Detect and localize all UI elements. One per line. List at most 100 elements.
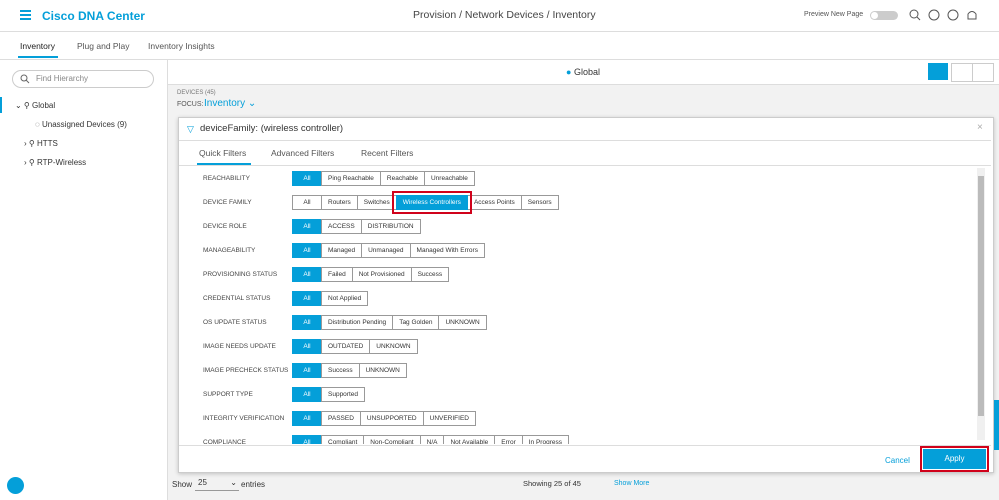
filter-label: MANAGEABILITY	[203, 246, 256, 254]
filter-option[interactable]: Ping Reachable	[321, 170, 381, 186]
menu-icon[interactable]	[20, 10, 32, 20]
side-tab[interactable]	[994, 400, 999, 450]
search-box[interactable]: Find Hierarchy	[12, 70, 154, 88]
filter-row: MANAGEABILITY All Managed Unmanaged Managed …	[203, 242, 485, 258]
filter-option[interactable]: All	[292, 290, 322, 306]
option-group: All ACCESS DISTRIBUTION	[292, 218, 421, 234]
filter-option[interactable]: Distribution Pending	[321, 314, 394, 330]
focus-value: Inventory	[204, 98, 246, 109]
filter-option[interactable]: Not Available	[443, 434, 496, 444]
filter-option[interactable]: DISTRIBUTION	[360, 218, 421, 234]
brand[interactable]: Cisco DNA Center	[42, 9, 145, 23]
filter-label: IMAGE NEEDS UPDATE	[203, 342, 276, 350]
option-group: All Supported	[292, 386, 365, 402]
tab[interactable]: Plug and Play	[77, 41, 130, 51]
filter-label: COMPLIANCE	[203, 438, 246, 445]
apply-button[interactable]: Apply	[920, 446, 989, 472]
filter-option[interactable]: All	[292, 410, 322, 426]
scrollbar[interactable]	[977, 168, 985, 440]
filter-option[interactable]: Success	[321, 362, 360, 378]
filter-row: REACHABILITY All Ping Reachable Reachable Un…	[203, 170, 475, 186]
filter-option[interactable]: All	[292, 314, 322, 330]
divider	[179, 445, 991, 446]
tab-bar	[0, 32, 999, 60]
tree-item[interactable]: › ⚲ RTP-Wireless	[24, 158, 87, 167]
filter-option[interactable]: Access Points	[466, 194, 522, 210]
filter-option[interactable]: UNSUPPORTED	[359, 410, 424, 426]
filter-option[interactable]: Managed With Errors	[409, 242, 485, 258]
filter-option[interactable]: UNVERIFIED	[422, 410, 476, 426]
filter-option[interactable]: UNKNOWN	[358, 362, 407, 378]
filter-option[interactable]: Compliant	[321, 434, 365, 444]
filter-option[interactable]: Unmanaged	[361, 242, 411, 258]
filter-option[interactable]: All	[292, 266, 322, 282]
filter-tab[interactable]: Quick Filters	[199, 148, 247, 158]
filter-option[interactable]: All	[292, 386, 322, 402]
filter-option[interactable]: UNKNOWN	[369, 338, 418, 354]
focus-select[interactable]: Inventory ⌄	[204, 98, 257, 109]
filter-option[interactable]: Reachable	[379, 170, 425, 186]
filter-label: DEVICE ROLE	[203, 222, 247, 230]
filter-option[interactable]: Not Provisioned	[351, 266, 412, 282]
filter-option[interactable]: UNKNOWN	[438, 314, 487, 330]
filter-option[interactable]: In Progress	[521, 434, 569, 444]
breadcrumb: Provision / Network Devices / Inventory	[413, 9, 596, 21]
tab[interactable]: Inventory Insights	[148, 41, 215, 51]
map-view[interactable]	[972, 63, 994, 82]
entries-label: entries	[241, 480, 266, 489]
filter-label: INTEGRITY VERIFICATION	[203, 414, 285, 422]
filter-option[interactable]: Routers	[321, 194, 358, 210]
tree-item[interactable]: › ⚲ HTTS	[24, 139, 58, 148]
filter-option[interactable]: All	[292, 242, 322, 258]
filter-row: PROVISIONING STATUS All Failed Not Provisio…	[203, 266, 450, 282]
cancel-button[interactable]: Cancel	[885, 456, 910, 465]
filter-option[interactable]: Not Applied	[321, 290, 369, 306]
filter-query[interactable]: deviceFamily: (wireless controller)	[200, 123, 344, 134]
tab-underline	[18, 56, 58, 58]
option-group: All Success UNKNOWN	[292, 362, 407, 378]
tree-item-label: HTTS	[36, 139, 58, 148]
filter-option[interactable]: Error	[494, 434, 523, 444]
filter-label: PROVISIONING STATUS	[203, 270, 278, 278]
filter-option[interactable]: All	[292, 338, 322, 354]
filter-label: CREDENTIAL STATUS	[203, 294, 271, 302]
help-button[interactable]	[7, 477, 24, 494]
list-view[interactable]	[928, 63, 948, 80]
search-placeholder: Find Hierarchy	[36, 74, 89, 83]
close-icon[interactable]: ×	[977, 122, 983, 133]
filter-label: SUPPORT TYPE	[203, 390, 253, 398]
header-icons	[909, 9, 977, 21]
topology-view[interactable]	[951, 63, 973, 82]
preview-toggle[interactable]	[870, 11, 898, 20]
filter-option[interactable]: Success	[410, 266, 450, 282]
filter-option[interactable]: Wireless Controllers	[391, 190, 472, 214]
tab[interactable]: Inventory	[20, 41, 55, 51]
filter-option[interactable]: All	[292, 170, 322, 186]
filter-option[interactable]: Tag Golden	[392, 314, 440, 330]
filter-option[interactable]: Failed	[321, 266, 353, 282]
filter-row: CREDENTIAL STATUS All Not Applied	[203, 290, 369, 306]
filter-option[interactable]: Managed	[321, 242, 363, 258]
option-group: All Ping Reachable Reachable Unreachable	[292, 170, 475, 186]
filter-option[interactable]: Switches	[356, 194, 397, 210]
filter-option[interactable]: N/A	[419, 434, 445, 444]
filter-option[interactable]: Non-Compliant	[363, 434, 421, 444]
filter-option[interactable]: All	[292, 362, 322, 378]
tree-item[interactable]: ◌ Unassigned Devices (9)	[35, 120, 127, 129]
filter-label: IMAGE PRECHECK STATUS	[203, 366, 289, 374]
filter-tab[interactable]: Recent Filters	[361, 148, 414, 158]
filter-option[interactable]: All	[292, 218, 322, 234]
show-more[interactable]: Show More	[614, 480, 650, 487]
filter-tab[interactable]: Advanced Filters	[271, 148, 335, 158]
filter-option[interactable]: OUTDATED	[321, 338, 371, 354]
page-size-select[interactable]: 25 ⌄	[195, 476, 239, 491]
tree-root[interactable]: ⌄ ⚲ Global	[15, 101, 56, 110]
filter-option[interactable]: Sensors	[520, 194, 559, 210]
filter-option[interactable]: Unreachable	[423, 170, 475, 186]
location: ● Global	[566, 67, 600, 77]
filter-option[interactable]: Supported	[321, 386, 365, 402]
filter-option[interactable]: ACCESS	[321, 218, 362, 234]
filter-option[interactable]: PASSED	[321, 410, 361, 426]
filter-option[interactable]: All	[292, 194, 322, 210]
filter-option[interactable]: All	[292, 434, 322, 444]
